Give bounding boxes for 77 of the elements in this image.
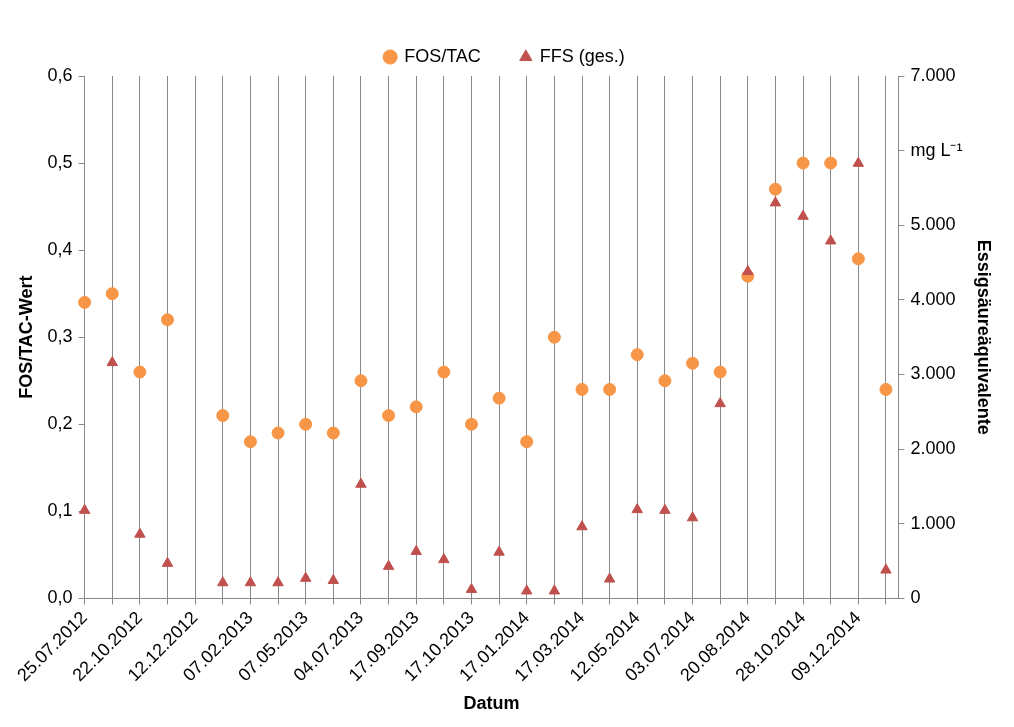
y-tick-label: 0,5 xyxy=(47,152,73,173)
point xyxy=(630,348,644,362)
point xyxy=(464,417,478,431)
point xyxy=(769,196,782,207)
point xyxy=(382,409,396,423)
y-axis-title: FOS/TAC-Wert xyxy=(15,275,36,399)
point xyxy=(879,382,893,396)
point xyxy=(713,365,727,379)
y2-tick-label: 0 xyxy=(910,587,921,608)
point xyxy=(547,330,561,344)
y2-tick-label: 5.000 xyxy=(910,214,956,235)
point xyxy=(686,511,699,522)
point xyxy=(797,209,809,220)
y2-tick-label: 1.000 xyxy=(910,512,956,533)
point xyxy=(603,382,617,396)
point xyxy=(299,571,312,582)
point xyxy=(658,374,672,388)
y-tick-label: 0,2 xyxy=(47,413,73,434)
point xyxy=(796,156,810,170)
point xyxy=(272,576,284,587)
point xyxy=(78,503,91,514)
point xyxy=(852,156,865,167)
point xyxy=(243,435,257,449)
point xyxy=(382,559,395,570)
point xyxy=(216,409,230,423)
point xyxy=(437,365,451,379)
y-tick-label: 0,3 xyxy=(47,326,73,347)
y2-tick-label: 4.000 xyxy=(910,288,956,309)
point xyxy=(576,520,588,531)
point xyxy=(520,435,534,449)
point xyxy=(575,382,589,396)
point xyxy=(244,576,257,587)
point xyxy=(465,582,478,593)
y-tick-label: 0,4 xyxy=(47,239,73,260)
point xyxy=(492,391,506,405)
point xyxy=(659,503,671,514)
y-tick-label: 0,6 xyxy=(47,64,73,85)
point xyxy=(824,234,837,245)
point xyxy=(631,503,643,514)
point xyxy=(161,556,174,567)
point xyxy=(326,426,340,440)
legend-label: FOS/TAC xyxy=(404,45,481,66)
x-axis-title: Datum xyxy=(463,693,520,714)
point xyxy=(410,544,422,555)
point xyxy=(521,584,533,595)
point xyxy=(603,572,616,583)
point xyxy=(851,252,865,266)
point xyxy=(299,417,313,431)
point xyxy=(217,576,229,587)
y2-axis-title: Essigsäureäquivalente xyxy=(974,239,995,435)
point xyxy=(686,356,700,370)
point xyxy=(493,545,505,556)
point xyxy=(742,265,754,276)
y2-tick-label: 2.000 xyxy=(910,438,956,459)
point xyxy=(438,553,450,564)
legend-label: FFS (ges.) xyxy=(539,45,625,66)
point xyxy=(271,426,285,440)
point xyxy=(824,156,838,170)
y2-tick-label: 7.000 xyxy=(910,64,956,85)
point xyxy=(409,400,423,414)
point xyxy=(714,397,726,408)
point xyxy=(133,365,147,379)
point xyxy=(768,182,782,196)
point xyxy=(106,356,118,367)
point xyxy=(327,574,340,585)
point xyxy=(548,584,561,595)
y-tick-label: 0,0 xyxy=(47,587,73,608)
point xyxy=(134,527,146,538)
y2-tick-label: 3.000 xyxy=(910,363,956,384)
point xyxy=(880,563,892,574)
y2-tick-label: mg L⁻¹ xyxy=(910,139,963,160)
point xyxy=(161,313,175,327)
point xyxy=(105,287,119,301)
point xyxy=(78,295,92,309)
y-tick-label: 0,1 xyxy=(47,500,73,521)
point xyxy=(355,477,367,488)
point xyxy=(354,374,368,388)
